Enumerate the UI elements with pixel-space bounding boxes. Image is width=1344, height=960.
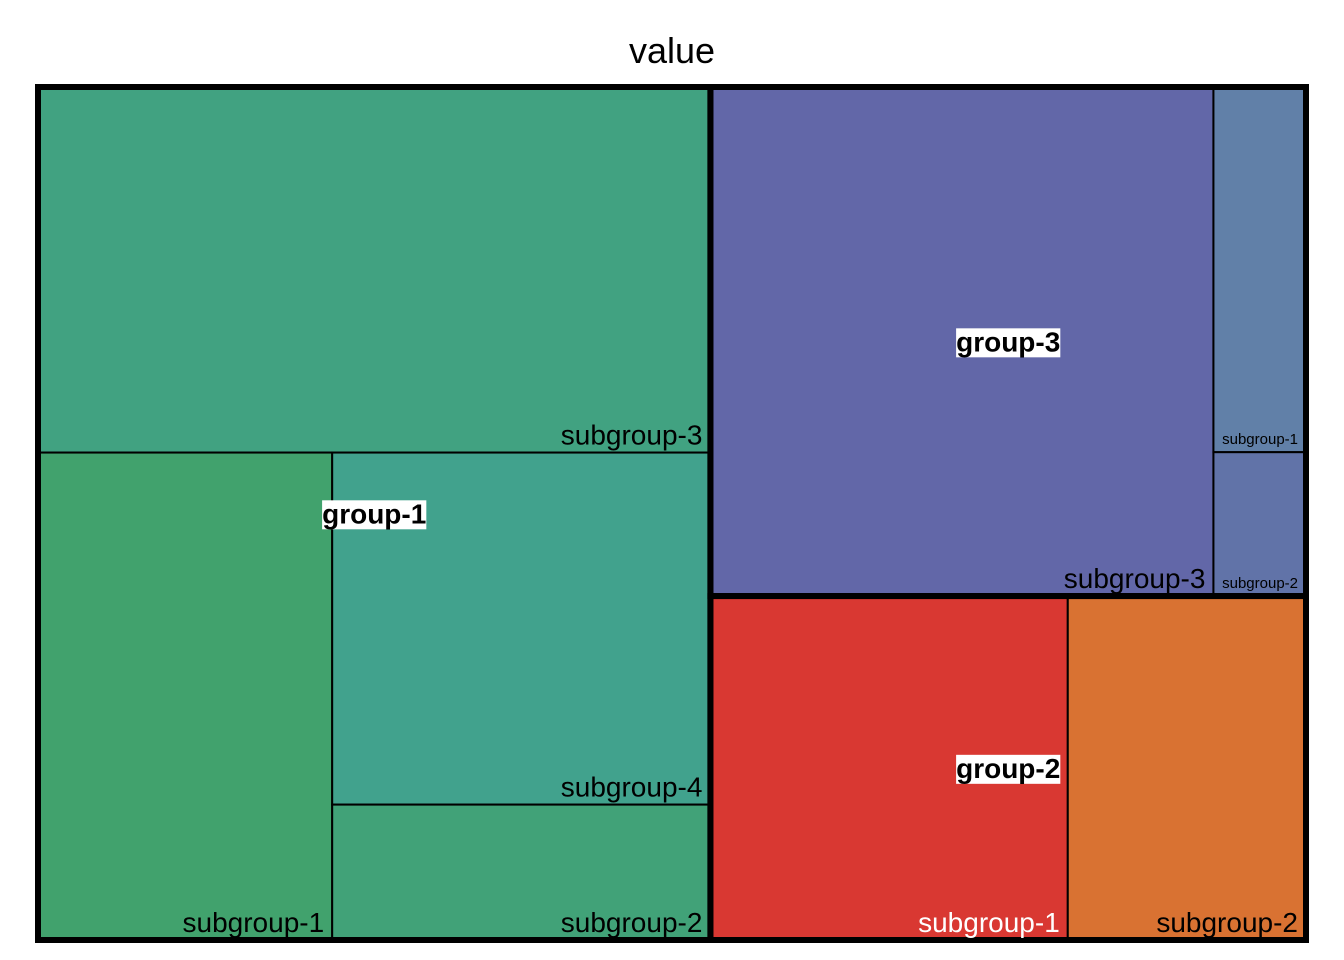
group-label-background [956,754,1061,784]
subgroup-label: subgroup-1 [918,907,1060,938]
subgroup-label: subgroup-2 [1156,907,1298,938]
tile-group-2-subgroup-2 [1066,595,1307,941]
subgroup-label: subgroup-2 [561,907,703,938]
tile-group-1-subgroup-3 [37,86,712,454]
tile-group-1-subgroup-1 [37,451,334,941]
group-label: group-1 [322,498,426,529]
tile-group-1-subgroup-2 [331,803,712,941]
chart-title: value [628,30,716,71]
subgroup-label: subgroup-4 [561,772,703,803]
group-borders [35,84,1309,943]
group-label: group-3 [956,326,1060,357]
subgroup-label: subgroup-3 [561,420,703,451]
group-label: group-2 [956,753,1060,784]
subgroup-tiles [37,86,1308,941]
group-label-background [322,500,427,530]
group-label-background [956,328,1061,358]
subgroup-label: subgroup-1 [1222,431,1298,448]
subgroup-label: subgroup-1 [183,907,325,938]
tile-group-3-subgroup-1 [1212,86,1308,454]
subgroup-label: subgroup-2 [1222,575,1298,592]
tile-labels: subgroup-3 subgroup-1 subgroup-4 subgroup-2… [183,326,1298,938]
group-border-group-2 [707,593,1309,943]
subgroup-label: subgroup-3 [1064,563,1206,594]
